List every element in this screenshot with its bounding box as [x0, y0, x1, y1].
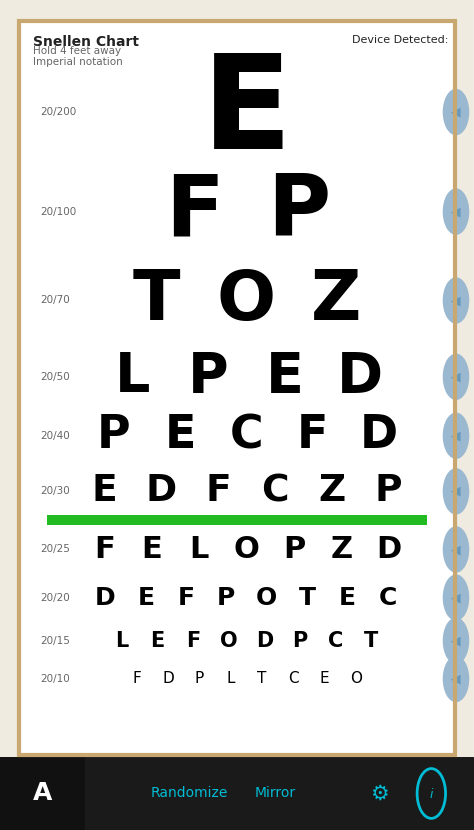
Text: D: D: [376, 535, 401, 564]
Circle shape: [443, 354, 469, 400]
Bar: [47, 515, 427, 525]
Text: P: P: [188, 349, 229, 404]
Text: F: F: [133, 671, 141, 686]
Text: D: D: [146, 473, 177, 510]
Text: P: P: [97, 413, 130, 458]
Text: i: i: [429, 788, 433, 801]
Text: O: O: [350, 671, 362, 686]
Text: T: T: [299, 586, 315, 609]
Bar: [19, 21, 455, 755]
Text: P: P: [292, 631, 308, 651]
Text: ◀: ◀: [451, 429, 461, 442]
Text: ⚙: ⚙: [370, 784, 389, 803]
Text: E: E: [265, 349, 303, 404]
Text: F: F: [297, 413, 328, 458]
Bar: [19, 21, 455, 755]
Text: E: E: [141, 535, 162, 564]
Text: C: C: [261, 473, 289, 510]
Text: P: P: [195, 671, 204, 686]
Text: F: F: [165, 170, 224, 253]
Text: E: E: [137, 586, 154, 609]
Text: T: T: [364, 631, 378, 651]
Text: P: P: [267, 170, 330, 253]
Text: L: L: [190, 535, 209, 564]
Text: ◀: ◀: [451, 591, 461, 604]
Text: ◀: ◀: [451, 105, 461, 119]
Text: D: D: [255, 631, 273, 651]
Text: ◀: ◀: [451, 370, 461, 383]
Text: E: E: [150, 631, 165, 651]
Text: E: E: [91, 473, 117, 510]
Text: D: D: [360, 413, 398, 458]
Text: 20/10: 20/10: [40, 674, 70, 684]
Bar: [0, 757, 474, 830]
Text: D: D: [337, 349, 383, 404]
Text: 20/25: 20/25: [40, 544, 70, 554]
Circle shape: [443, 574, 469, 621]
Text: F: F: [205, 473, 231, 510]
Text: 20/30: 20/30: [40, 486, 70, 496]
Text: Randomize: Randomize: [151, 787, 228, 800]
Text: E: E: [339, 586, 356, 609]
Circle shape: [443, 468, 469, 515]
Text: 20/15: 20/15: [40, 636, 70, 646]
Text: ◀: ◀: [451, 543, 461, 556]
Text: Hold 4 feet away: Hold 4 feet away: [33, 46, 121, 56]
Text: ◀: ◀: [451, 672, 461, 686]
Text: 20/200: 20/200: [40, 107, 76, 117]
Text: O: O: [234, 535, 259, 564]
Text: L: L: [115, 349, 150, 404]
Text: C: C: [378, 586, 397, 609]
Circle shape: [443, 89, 469, 135]
Text: Z: Z: [330, 535, 352, 564]
Text: O: O: [220, 631, 237, 651]
Text: ◀: ◀: [451, 634, 461, 647]
Text: F: F: [94, 535, 115, 564]
Circle shape: [443, 188, 469, 235]
Text: O: O: [217, 267, 276, 334]
Text: E: E: [320, 671, 329, 686]
Text: ◀: ◀: [451, 205, 461, 218]
Text: E: E: [164, 413, 196, 458]
Text: P: P: [217, 586, 236, 609]
Text: C: C: [328, 631, 343, 651]
Text: T: T: [257, 671, 267, 686]
Text: D: D: [163, 671, 174, 686]
Text: Mirror: Mirror: [255, 787, 295, 800]
Circle shape: [443, 656, 469, 702]
Text: 20/70: 20/70: [40, 295, 70, 305]
Text: T: T: [133, 267, 180, 334]
Text: O: O: [256, 586, 277, 609]
Text: L: L: [227, 671, 235, 686]
Text: Device Detected:: Device Detected:: [352, 35, 448, 45]
Text: Snellen Chart: Snellen Chart: [33, 35, 139, 49]
Circle shape: [443, 526, 469, 573]
Bar: [0, 757, 85, 830]
Text: E: E: [201, 48, 292, 176]
Text: Imperial notation: Imperial notation: [33, 57, 123, 67]
Text: C: C: [288, 671, 299, 686]
Circle shape: [443, 413, 469, 459]
Text: D: D: [95, 586, 116, 609]
Text: C: C: [230, 413, 263, 458]
Text: A: A: [33, 782, 52, 805]
Text: Z: Z: [311, 267, 362, 334]
Text: Z: Z: [318, 473, 346, 510]
Text: F: F: [178, 586, 194, 609]
Text: 20/40: 20/40: [40, 431, 70, 441]
Text: ◀: ◀: [451, 485, 461, 498]
Text: P: P: [375, 473, 402, 510]
Text: 20/100: 20/100: [40, 207, 76, 217]
Text: 20/50: 20/50: [40, 372, 70, 382]
Circle shape: [443, 277, 469, 324]
Circle shape: [443, 618, 469, 664]
Text: P: P: [283, 535, 305, 564]
Text: 20/20: 20/20: [40, 593, 70, 603]
Text: L: L: [116, 631, 128, 651]
Text: F: F: [186, 631, 201, 651]
Text: ◀: ◀: [451, 294, 461, 307]
